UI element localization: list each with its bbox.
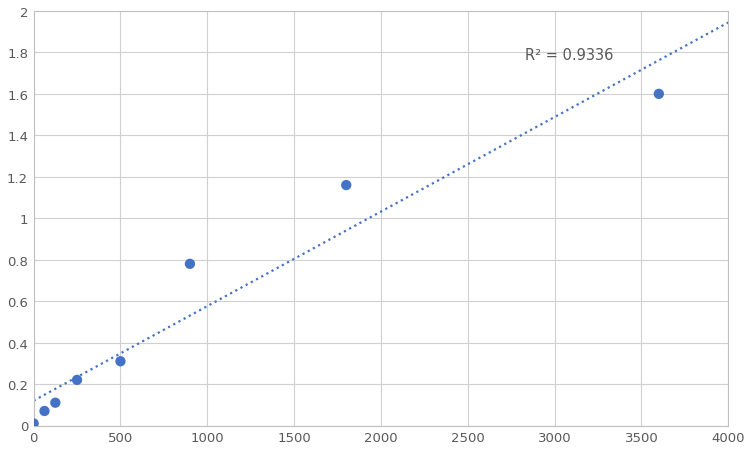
Point	[50, 399, 62, 406]
Point	[38, 407, 50, 414]
Point	[184, 261, 196, 268]
Point	[71, 377, 83, 384]
Text: R² = 0.9336: R² = 0.9336	[525, 48, 614, 63]
Point	[653, 91, 665, 98]
Point	[114, 358, 126, 365]
Point	[340, 182, 352, 189]
Point	[28, 420, 40, 427]
